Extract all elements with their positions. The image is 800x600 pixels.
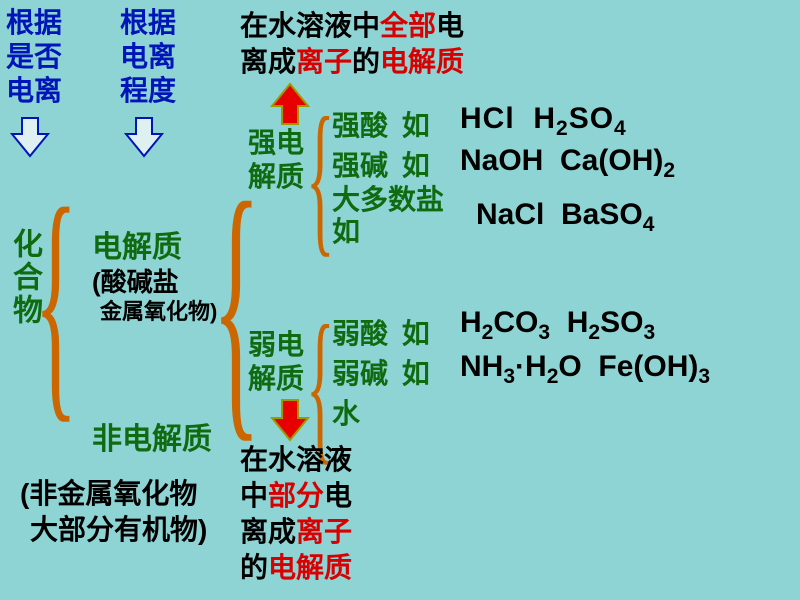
def-b-l4: 的电解质 [240,550,352,586]
formula-nacl: NaCl BaSO4 [476,198,654,237]
down-arrow-icon [270,398,310,442]
strong-acid-row: 强酸 如 [332,104,430,144]
criterion-1: 根据 是否 电离 [6,6,62,108]
weak-base-row: 弱碱 如 [332,352,430,392]
weak-base-label: 弱碱 [332,358,388,389]
def-b3a: 离成 [240,516,296,547]
eg-label: 如 [332,216,444,248]
up-arrow-icon [270,82,310,126]
weak-electrolyte: 弱电 解质 [248,328,304,396]
strong-l1: 强电 [248,126,304,160]
water-label: 水 [332,392,360,432]
strong-electrolyte: 强电 解质 [248,126,304,194]
formula-naoh: NaOH Ca(OH)2 [460,144,675,183]
def-t3: 电 [436,10,464,41]
eg-label: 如 [402,110,430,141]
strong-acid-label: 强酸 [332,110,388,141]
electrolyte-note2: 金属氧化物) [100,294,217,326]
crit1-l3: 电离 [6,74,62,108]
def-t5: 离子 [296,46,352,77]
def-b2c: 电 [324,480,352,511]
def-t1: 在水溶液中 [240,10,380,41]
def-b2a: 中 [240,480,268,511]
crit1-l1: 根据 [6,6,62,40]
brace-electrolyte: { [212,160,261,450]
brace-strong: { [306,92,335,262]
formula-hcl: HCl H2SO4 [460,102,627,141]
def-b3b: 离子 [296,516,352,547]
crit2-l3: 程度 [120,74,176,108]
eg-label: 如 [402,150,430,181]
weak-l2: 解质 [248,362,304,396]
def-t7: 电解质 [380,46,464,77]
def-b4b: 电解质 [268,552,352,583]
crit2-l2: 电离 [120,40,176,74]
crit2-l1: 根据 [120,6,176,40]
weak-acid-label: 弱酸 [332,318,388,349]
formula-nh3: NH3·H2O Fe(OH)3 [460,350,710,389]
nonelec-note2: 大部分有机物) [30,508,207,548]
def-b-l1: 在水溶液 [240,442,352,478]
definition-weak: 在水溶液 中部分电 离成离子 的电解质 [240,442,352,586]
eg-label: 如 [402,358,430,389]
eg-label: 如 [402,318,430,349]
strong-l2: 解质 [248,160,304,194]
def-top-line1: 在水溶液中全部电 [240,8,464,44]
down-arrow-icon [124,116,164,160]
def-t2: 全部 [380,10,436,41]
nonelec-note1: (非金属氧化物 [20,472,197,512]
def-top-line2: 离成离子的电解质 [240,44,464,80]
def-t6: 的 [352,46,380,77]
brace-compound: { [34,170,78,430]
def-t4: 离成 [240,46,296,77]
down-arrow-icon [10,116,50,160]
weak-acid-row: 弱酸 如 [332,312,430,352]
strong-base-label: 强碱 [332,150,388,181]
crit1-l2: 是否 [6,40,62,74]
def-b-l2: 中部分电 [240,478,352,514]
strong-base-row: 强碱 如 [332,144,430,184]
weak-l1: 弱电 [248,328,304,362]
most-salt-row: 大多数盐 如 [332,184,444,248]
def-b4a: 的 [240,552,268,583]
def-b-l3: 离成离子 [240,514,352,550]
def-b2b: 部分 [268,480,324,511]
nonelectrolyte-label: 非电解质 [92,414,212,458]
formula-h2co3: H2CO3 H2SO3 [460,306,655,345]
electrolyte-label: 电解质 [92,222,182,266]
definition-strong: 在水溶液中全部电 离成离子的电解质 [240,8,464,80]
most-salt-label: 大多数盐 [332,184,444,216]
criterion-2: 根据 电离 程度 [120,6,176,108]
